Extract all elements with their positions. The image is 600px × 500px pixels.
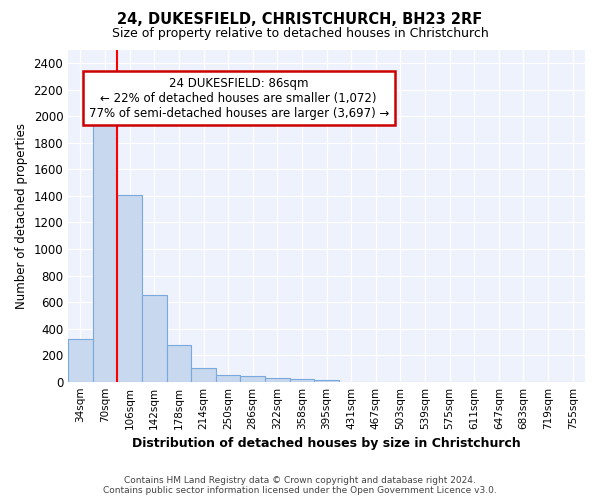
Bar — [142, 296, 167, 382]
Text: Contains public sector information licensed under the Open Government Licence v3: Contains public sector information licen… — [103, 486, 497, 495]
Y-axis label: Number of detached properties: Number of detached properties — [15, 123, 28, 309]
Bar — [216, 375, 241, 382]
Bar — [290, 379, 314, 382]
Bar — [241, 376, 265, 382]
Bar — [93, 119, 118, 382]
Text: Size of property relative to detached houses in Christchurch: Size of property relative to detached ho… — [112, 28, 488, 40]
Bar — [191, 368, 216, 382]
Text: Contains HM Land Registry data © Crown copyright and database right 2024.: Contains HM Land Registry data © Crown c… — [124, 476, 476, 485]
Bar — [265, 378, 290, 382]
Bar — [118, 194, 142, 382]
Bar — [314, 380, 339, 382]
Text: 24 DUKESFIELD: 86sqm
← 22% of detached houses are smaller (1,072)
77% of semi-de: 24 DUKESFIELD: 86sqm ← 22% of detached h… — [89, 76, 389, 120]
X-axis label: Distribution of detached houses by size in Christchurch: Distribution of detached houses by size … — [132, 437, 521, 450]
Bar — [167, 345, 191, 382]
Bar — [68, 338, 93, 382]
Text: 24, DUKESFIELD, CHRISTCHURCH, BH23 2RF: 24, DUKESFIELD, CHRISTCHURCH, BH23 2RF — [118, 12, 482, 28]
